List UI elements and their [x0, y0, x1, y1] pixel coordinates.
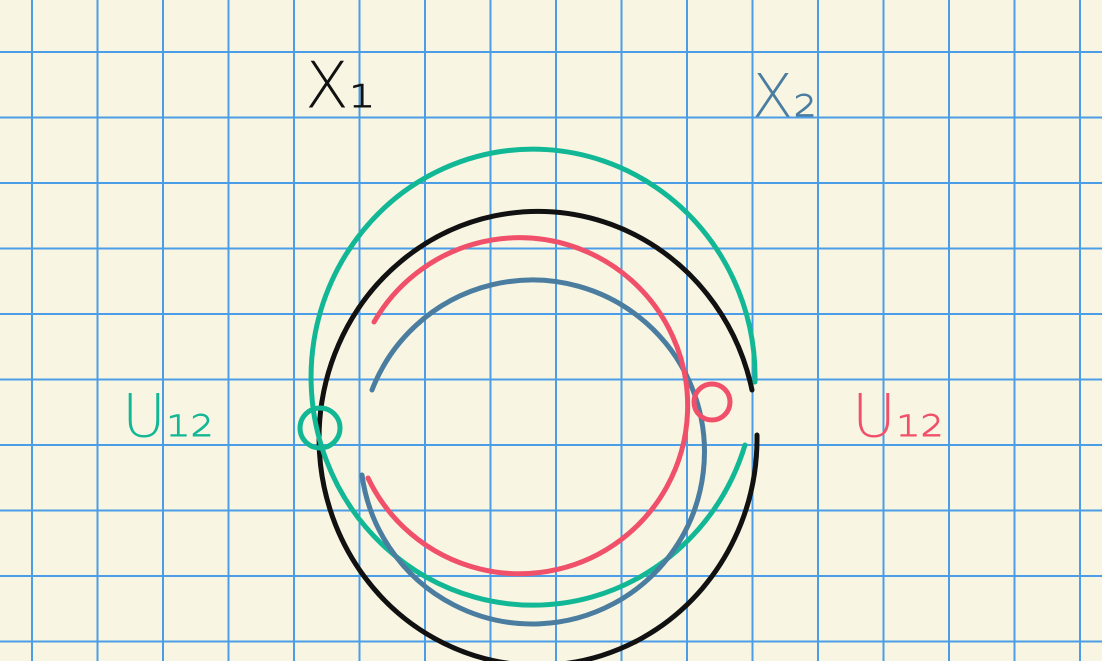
red-point: [691, 381, 733, 423]
label-u12-red: U₁₂: [852, 382, 944, 452]
red-circle: [365, 235, 691, 577]
black-circle: [316, 208, 760, 661]
green-point: [297, 405, 343, 451]
blue-circle: [359, 277, 707, 627]
label-u12-green: U₁₂: [122, 382, 214, 452]
label-x2: X₂: [752, 62, 817, 132]
label-x1: X₁: [305, 50, 375, 124]
green-circle: [308, 146, 758, 608]
